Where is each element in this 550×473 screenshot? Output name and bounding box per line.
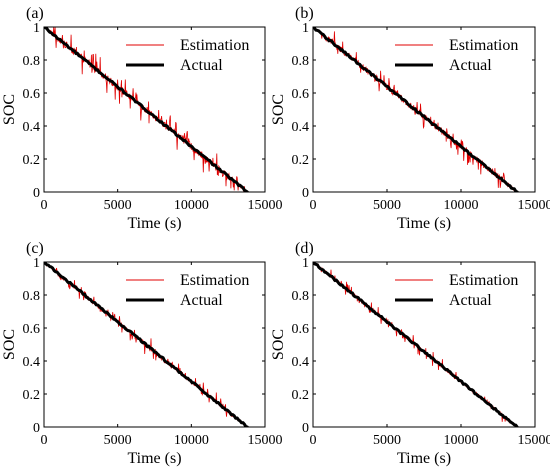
y-tick-label: 0.4 bbox=[292, 120, 310, 135]
chart-panel-d: 0 5000 10000 15000 0 0.2 0.4 0.6 0.8 1 Time (s) SOC… bbox=[270, 240, 550, 467]
chart-panel-b: 0 5000 10000 15000 0 0.2 0.4 0.6 0.8 1 Time (s) SOC… bbox=[270, 5, 550, 232]
x-tick-label: 10000 bbox=[174, 198, 209, 213]
y-tick-label: 0.6 bbox=[23, 322, 41, 337]
series-line-actual bbox=[313, 262, 519, 427]
legend-label-actual: Actual bbox=[180, 57, 223, 74]
x-tick-label: 5000 bbox=[373, 198, 401, 213]
legend-label-estimation: Estimation bbox=[180, 272, 249, 289]
x-tick-label: 15000 bbox=[518, 433, 550, 448]
x-tick-label: 0 bbox=[41, 198, 48, 213]
y-tick-label: 0.8 bbox=[292, 289, 310, 304]
axes-frame bbox=[312, 261, 536, 428]
legend: Estimation Actual bbox=[126, 272, 249, 309]
y-tick-label: 0.8 bbox=[292, 54, 310, 69]
y-tick-label: 0 bbox=[33, 421, 40, 436]
y-tick-label: 0.6 bbox=[292, 322, 310, 337]
x-axis-title: Time (s) bbox=[127, 450, 181, 467]
x-tick-label: 15000 bbox=[248, 433, 283, 448]
y-tick-label: 1 bbox=[302, 256, 309, 271]
legend-label-actual: Actual bbox=[180, 292, 223, 309]
x-tick-label: 0 bbox=[41, 433, 48, 448]
series-line-actual bbox=[44, 27, 249, 192]
legend: Estimation Actual bbox=[126, 37, 249, 74]
series-line-actual bbox=[313, 27, 519, 192]
x-tick-label: 15000 bbox=[518, 198, 550, 213]
y-tick-label: 0.2 bbox=[292, 388, 310, 403]
plot-area bbox=[44, 27, 249, 192]
y-tick-label: 1 bbox=[33, 256, 40, 271]
legend-label-actual: Actual bbox=[449, 292, 492, 309]
panel-label: (b) bbox=[295, 5, 314, 22]
y-tick-label: 0.4 bbox=[23, 355, 41, 370]
axes-frame bbox=[43, 26, 266, 193]
y-tick-label: 1 bbox=[302, 21, 309, 36]
y-tick-label: 0.4 bbox=[23, 120, 41, 135]
x-tick-label: 10000 bbox=[444, 198, 479, 213]
panel-label: (a) bbox=[26, 5, 44, 22]
panel-label: (c) bbox=[26, 240, 44, 257]
axes-frame bbox=[43, 261, 266, 428]
y-axis-title: SOC bbox=[270, 329, 287, 360]
legend-label-estimation: Estimation bbox=[180, 37, 249, 54]
x-tick-label: 10000 bbox=[174, 433, 209, 448]
x-axis-title: Time (s) bbox=[397, 215, 451, 232]
x-tick-label: 5000 bbox=[373, 433, 401, 448]
y-tick-label: 0 bbox=[302, 421, 309, 436]
y-tick-label: 0 bbox=[302, 186, 309, 201]
y-axis-title: SOC bbox=[1, 329, 18, 360]
x-axis-title: Time (s) bbox=[127, 215, 181, 232]
plot-area bbox=[313, 262, 519, 427]
y-tick-label: 0.6 bbox=[23, 87, 41, 102]
y-tick-label: 0.8 bbox=[23, 289, 41, 304]
x-tick-label: 0 bbox=[310, 433, 317, 448]
chart-panel-c: 0 5000 10000 15000 0 0.2 0.4 0.6 0.8 1 Time (s) SOC… bbox=[1, 240, 283, 467]
x-axis-title: Time (s) bbox=[397, 450, 451, 467]
y-axis-title: SOC bbox=[1, 94, 18, 125]
y-tick-label: 0.8 bbox=[23, 54, 41, 69]
x-tick-label: 10000 bbox=[444, 433, 479, 448]
y-axis-title: SOC bbox=[270, 94, 287, 125]
x-tick-label: 5000 bbox=[104, 433, 132, 448]
plot-area bbox=[313, 27, 519, 192]
legend-label-estimation: Estimation bbox=[449, 272, 518, 289]
y-tick-label: 1 bbox=[33, 21, 40, 36]
x-tick-label: 5000 bbox=[104, 198, 132, 213]
chart-panel-a: 0 5000 10000 15000 0 0.2 0.4 0.6 0.8 1 Time (s) SOC… bbox=[1, 5, 283, 232]
x-tick-label: 15000 bbox=[248, 198, 283, 213]
y-tick-label: 0.2 bbox=[23, 153, 41, 168]
legend-label-estimation: Estimation bbox=[449, 37, 518, 54]
y-tick-label: 0 bbox=[33, 186, 40, 201]
legend: Estimation Actual bbox=[395, 37, 518, 74]
y-tick-label: 0.2 bbox=[23, 388, 41, 403]
y-tick-label: 0.6 bbox=[292, 87, 310, 102]
series-line-actual bbox=[44, 262, 249, 427]
y-tick-label: 0.4 bbox=[292, 355, 310, 370]
y-tick-label: 0.2 bbox=[292, 153, 310, 168]
plot-area bbox=[44, 262, 249, 427]
legend-label-actual: Actual bbox=[449, 57, 492, 74]
axes-frame bbox=[312, 26, 536, 193]
panel-label: (d) bbox=[295, 240, 314, 257]
x-tick-label: 0 bbox=[310, 198, 317, 213]
legend: Estimation Actual bbox=[395, 272, 518, 309]
